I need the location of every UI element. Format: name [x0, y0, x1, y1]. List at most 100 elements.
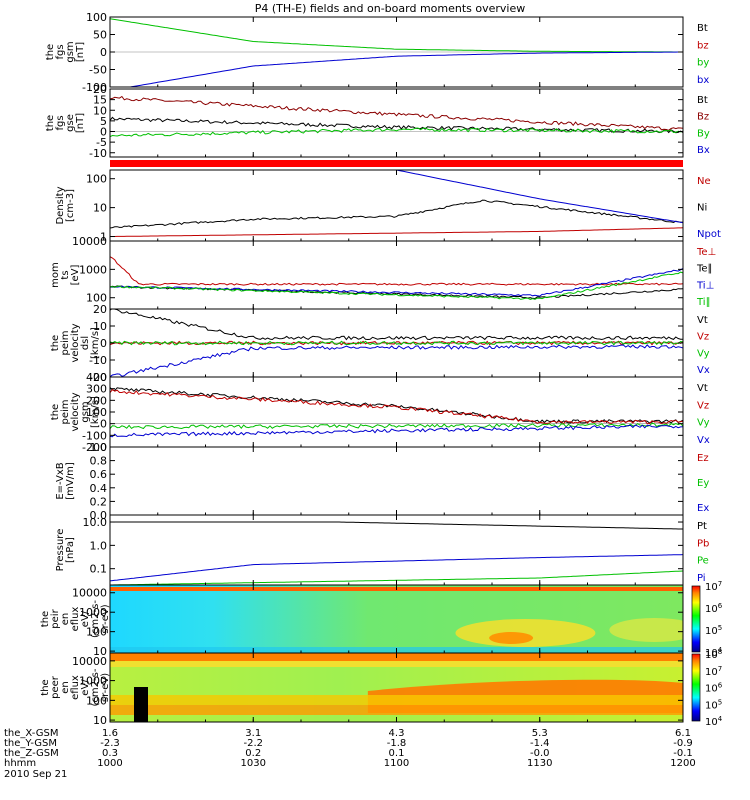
- y-axis-label: peim: [60, 330, 71, 355]
- time-axis-value: 3.1: [245, 728, 261, 739]
- series-line-pi: [110, 554, 683, 582]
- y-tick-label: 5: [100, 115, 107, 128]
- legend-entry: Vt: [697, 383, 708, 394]
- y-axis-label: the: [45, 115, 56, 131]
- colorbar-tick-base: 10: [705, 717, 718, 728]
- ion-flux-core: [489, 632, 534, 644]
- y-axis-label: gsm: [65, 41, 76, 62]
- y-tick-label: 100: [86, 406, 107, 419]
- colorbar-tick-label: 108: [705, 648, 722, 661]
- panel-8: 10.0 1.0 0.1 Pressure [nPa] Pt Pb Pe Pi: [55, 514, 709, 586]
- panel-frame: [109, 376, 684, 448]
- time-axis-value: 1130: [527, 758, 552, 769]
- colorbar-tick-exp: 7: [718, 580, 722, 588]
- time-axis-value: -1.8: [387, 738, 407, 749]
- time-axis-row-label: hhmm: [4, 758, 36, 769]
- time-axis-value: -0.9: [673, 738, 693, 749]
- time-axis: the_X-GSM 1.6 3.1 4.3 5.3 6.1 the_Y-GSM -2.3 -2.…: [4, 17, 696, 780]
- colorbar-tick-base: 10: [705, 582, 718, 593]
- ion-flux-blob-2: [609, 618, 683, 642]
- electron-data-gap: [134, 687, 148, 722]
- y-tick-label: 10000: [72, 235, 107, 248]
- y-axis-label: mom: [50, 262, 61, 288]
- y-tick-label: 0.8: [90, 455, 108, 468]
- legend-entry: bz: [697, 40, 709, 51]
- y-axis-label: [nT]: [75, 42, 86, 62]
- series-line-vt: [110, 309, 683, 341]
- colorbar-tick-label: 106: [705, 682, 723, 695]
- time-axis-value: 1.6: [102, 728, 118, 739]
- y-tick-label: 0: [100, 126, 107, 139]
- y-axis-label: en: [60, 613, 71, 626]
- y-axis-label: peer: [50, 675, 61, 699]
- y-tick-label: 50: [93, 29, 107, 42]
- y-tick-label: 200: [86, 394, 107, 407]
- y-axis-label: the: [50, 404, 61, 420]
- y-tick-label: 1000: [79, 675, 107, 688]
- y-axis-label: [nPa]: [65, 537, 76, 563]
- y-tick-label: 20: [93, 303, 107, 316]
- colorbar-gradient: [691, 585, 701, 653]
- series-line-npot: [110, 170, 683, 224]
- time-axis-value: 4.3: [389, 728, 405, 739]
- legend-entry: by: [697, 58, 709, 69]
- y-axis-label: the: [40, 679, 51, 695]
- y-axis-label: velocity: [70, 392, 81, 431]
- y-tick-label: 0.0: [90, 509, 108, 522]
- y-axis-label: eV/: [80, 610, 91, 627]
- time-axis-value: -2.2: [243, 738, 263, 749]
- colorbar-tick-base: 10: [705, 648, 718, 659]
- y-tick-label: 100: [86, 11, 107, 24]
- plot-area: [110, 256, 683, 301]
- legend-entry: Te⊥: [696, 247, 716, 258]
- y-axis-label: sr-eV): [100, 673, 111, 702]
- y-tick-label: -10: [89, 354, 107, 367]
- legend-entry: Ti∥: [696, 297, 711, 308]
- y-tick-label: 100: [86, 173, 107, 186]
- y-axis-label: Pressure: [55, 529, 66, 572]
- y-axis-label: Density: [55, 186, 66, 224]
- plot-area: [110, 521, 683, 585]
- time-axis-value: -0.0: [530, 748, 550, 759]
- series-line-pt: [110, 521, 683, 530]
- time-axis-row-label: the_X-GSM: [4, 728, 58, 739]
- series-line-vy: [110, 340, 683, 346]
- y-axis-label: dsl: [80, 336, 91, 350]
- colorbar-tick-label: 104: [705, 646, 723, 659]
- colorbar-tick-base: 10: [705, 684, 718, 695]
- y-tick-label: 0.1: [90, 563, 108, 576]
- colorbar-tick-base: 10: [705, 626, 718, 637]
- plot-area: [110, 387, 683, 438]
- y-axis-label: eflux: [70, 675, 81, 700]
- y-tick-label: 10: [93, 202, 107, 215]
- series-line-ti: [110, 268, 683, 297]
- legend-entry: Vx: [697, 365, 710, 376]
- y-tick-label: -100: [82, 429, 107, 442]
- y-tick-label: -5: [96, 136, 107, 149]
- spectrogram: [110, 653, 683, 722]
- colorbar-tick-base: 10: [705, 667, 718, 678]
- y-tick-label: 400: [86, 371, 107, 384]
- y-tick-label: 1000: [79, 263, 107, 276]
- panel-frame: [109, 240, 684, 310]
- y-tick-label: -200: [82, 441, 107, 454]
- series-line-ti: [110, 271, 683, 301]
- legend-entry: Vz: [697, 332, 709, 343]
- y-tick-label: 10: [93, 714, 107, 727]
- legend-entry: Vy: [697, 418, 710, 429]
- colorbar-tick-exp: 8: [718, 648, 722, 656]
- y-axis-label: peir: [50, 608, 61, 628]
- y-axis-label: [km/s]: [90, 396, 101, 428]
- y-tick-label: 10: [93, 320, 107, 333]
- panel-7: 1.00.80.60.40.20.0 E=-VxB [mV/m] Ez Ey Ex: [55, 441, 709, 522]
- legend-entry: Bz: [697, 112, 709, 123]
- y-tick-label: 300: [86, 383, 107, 396]
- y-tick-label: 1.0: [90, 539, 108, 552]
- time-axis-value: 0.1: [389, 748, 405, 759]
- series-line-ni: [110, 199, 683, 229]
- colorbar-tick-exp: 5: [718, 698, 722, 706]
- y-tick-label: 10: [93, 645, 107, 658]
